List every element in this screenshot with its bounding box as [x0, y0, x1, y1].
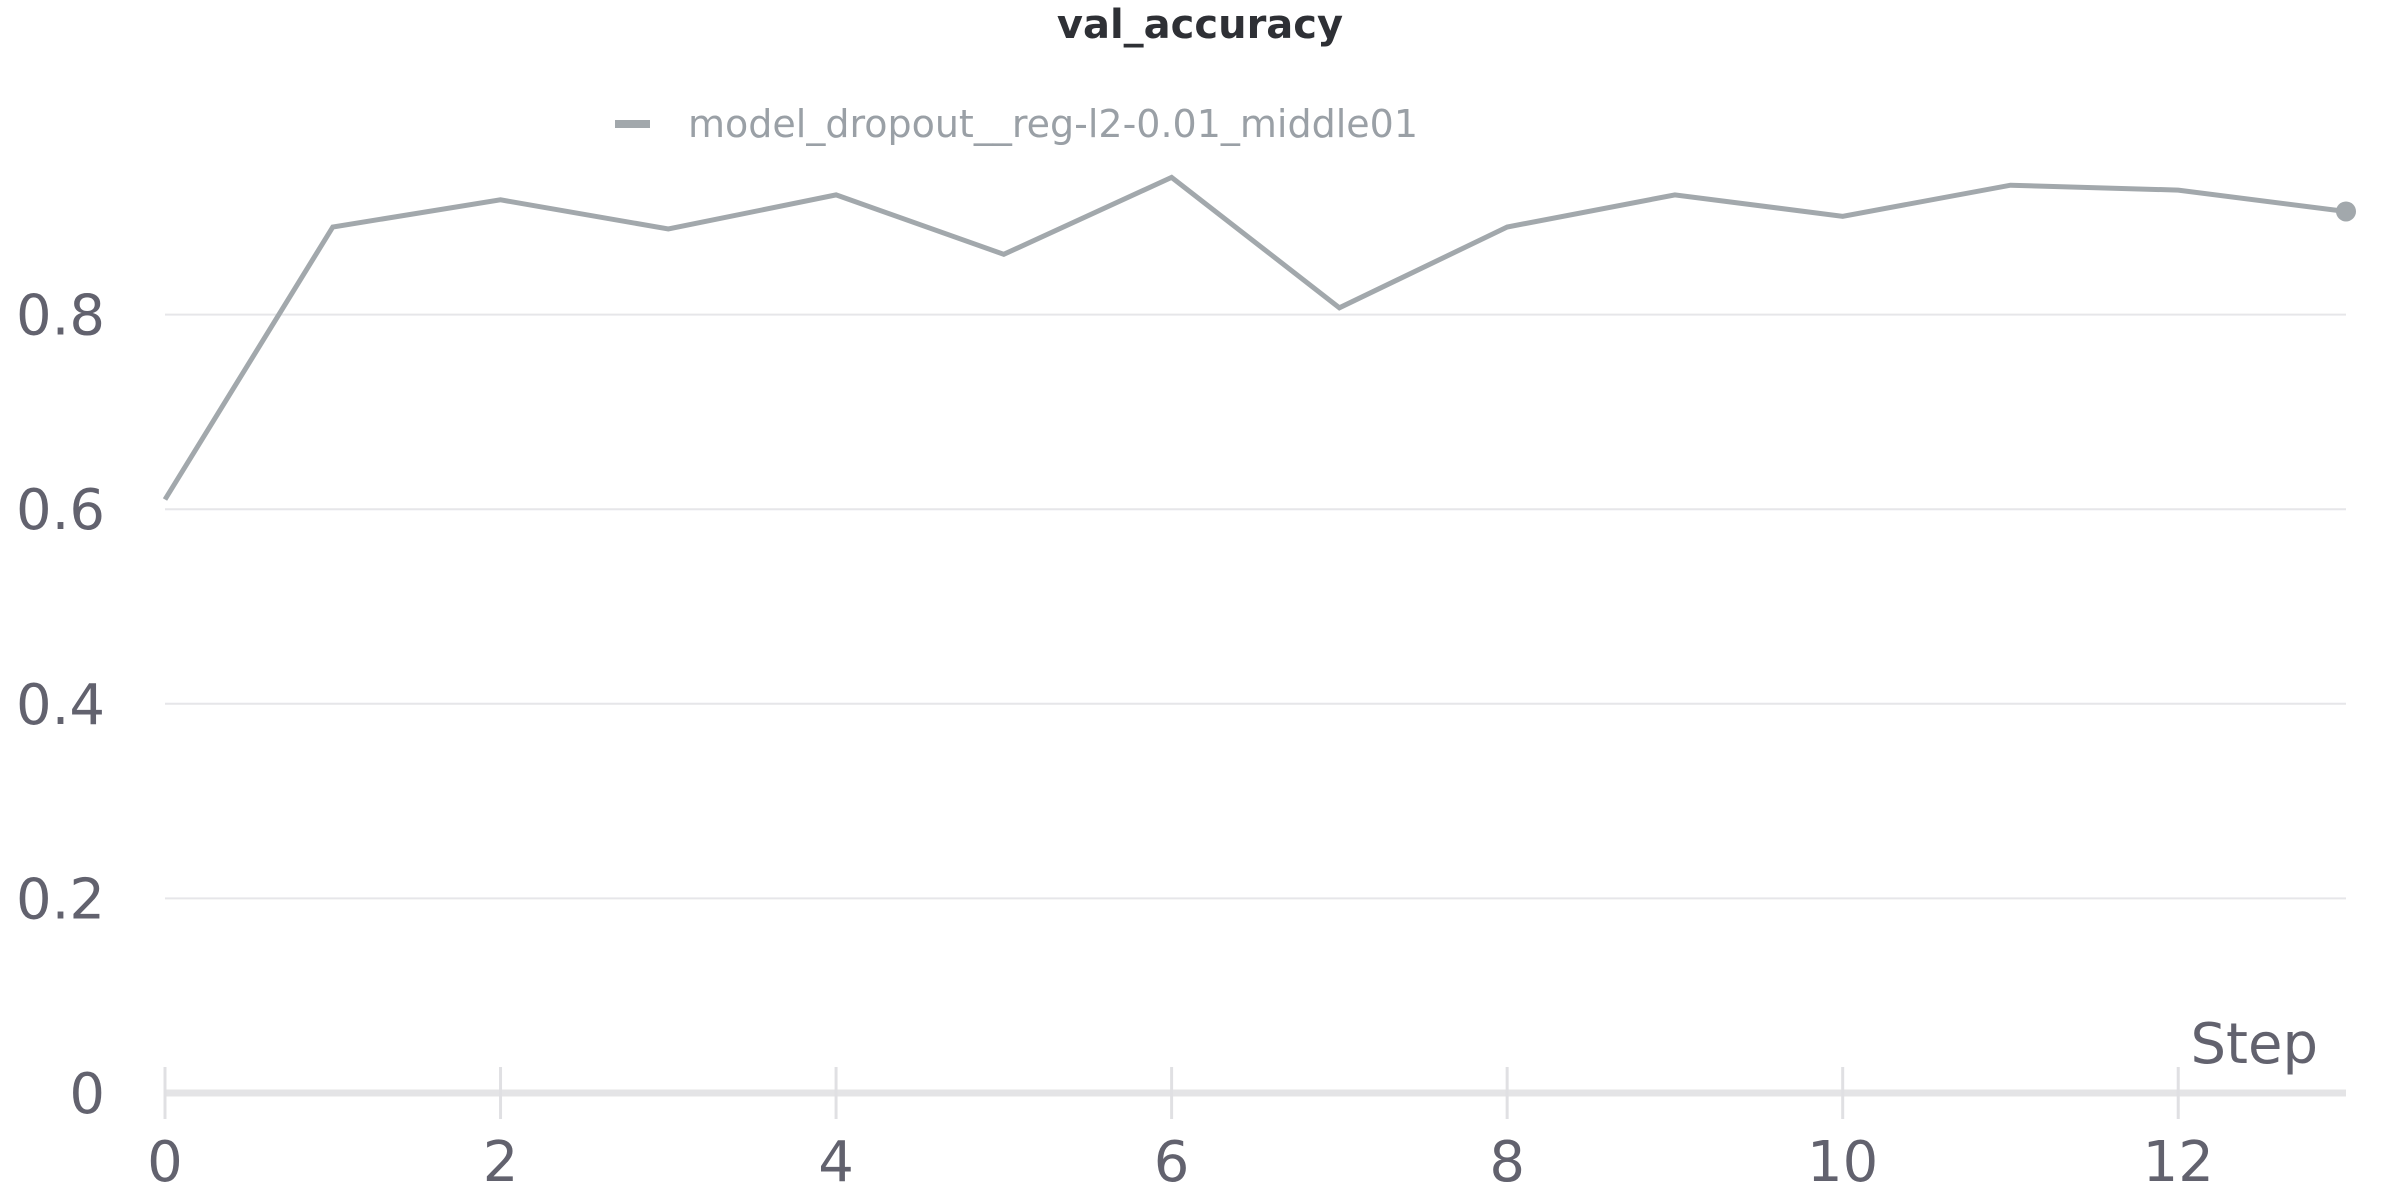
- gridlines: [165, 313, 2346, 900]
- y-tick-label: 0.4: [16, 673, 105, 738]
- y-tick-label: 0: [69, 1062, 105, 1127]
- y-tick-label: 0.2: [16, 867, 105, 932]
- x-tick-label: 10: [1807, 1130, 1878, 1195]
- series-line: [162, 174, 2347, 501]
- legend-entry-label[interactable]: model_dropout__reg-l2-0.01_middle01: [688, 102, 1418, 146]
- y-tick-label: 0.6: [16, 478, 105, 543]
- series-endpoint: [2336, 201, 2356, 222]
- x-axis-label: Step: [2190, 1012, 2318, 1077]
- x-tick-label: 0: [147, 1130, 183, 1195]
- series-layer: [162, 174, 2356, 501]
- legend[interactable]: model_dropout__reg-l2-0.01_middle01: [615, 102, 1418, 146]
- x-tick-label: 4: [818, 1130, 854, 1195]
- x-tick-label: 8: [1489, 1130, 1525, 1195]
- chart-title: val_accuracy: [1057, 2, 1343, 48]
- y-tick-label: 0.8: [16, 284, 105, 349]
- x-tick-label: 2: [483, 1130, 519, 1195]
- x-axis: 0 2 4 6 8 10 12: [147, 1067, 2346, 1195]
- x-tick-label: 12: [2143, 1130, 2214, 1195]
- x-tick-label: 6: [1154, 1130, 1190, 1195]
- y-axis: 0 0.2 0.4 0.6 0.8: [16, 284, 105, 1127]
